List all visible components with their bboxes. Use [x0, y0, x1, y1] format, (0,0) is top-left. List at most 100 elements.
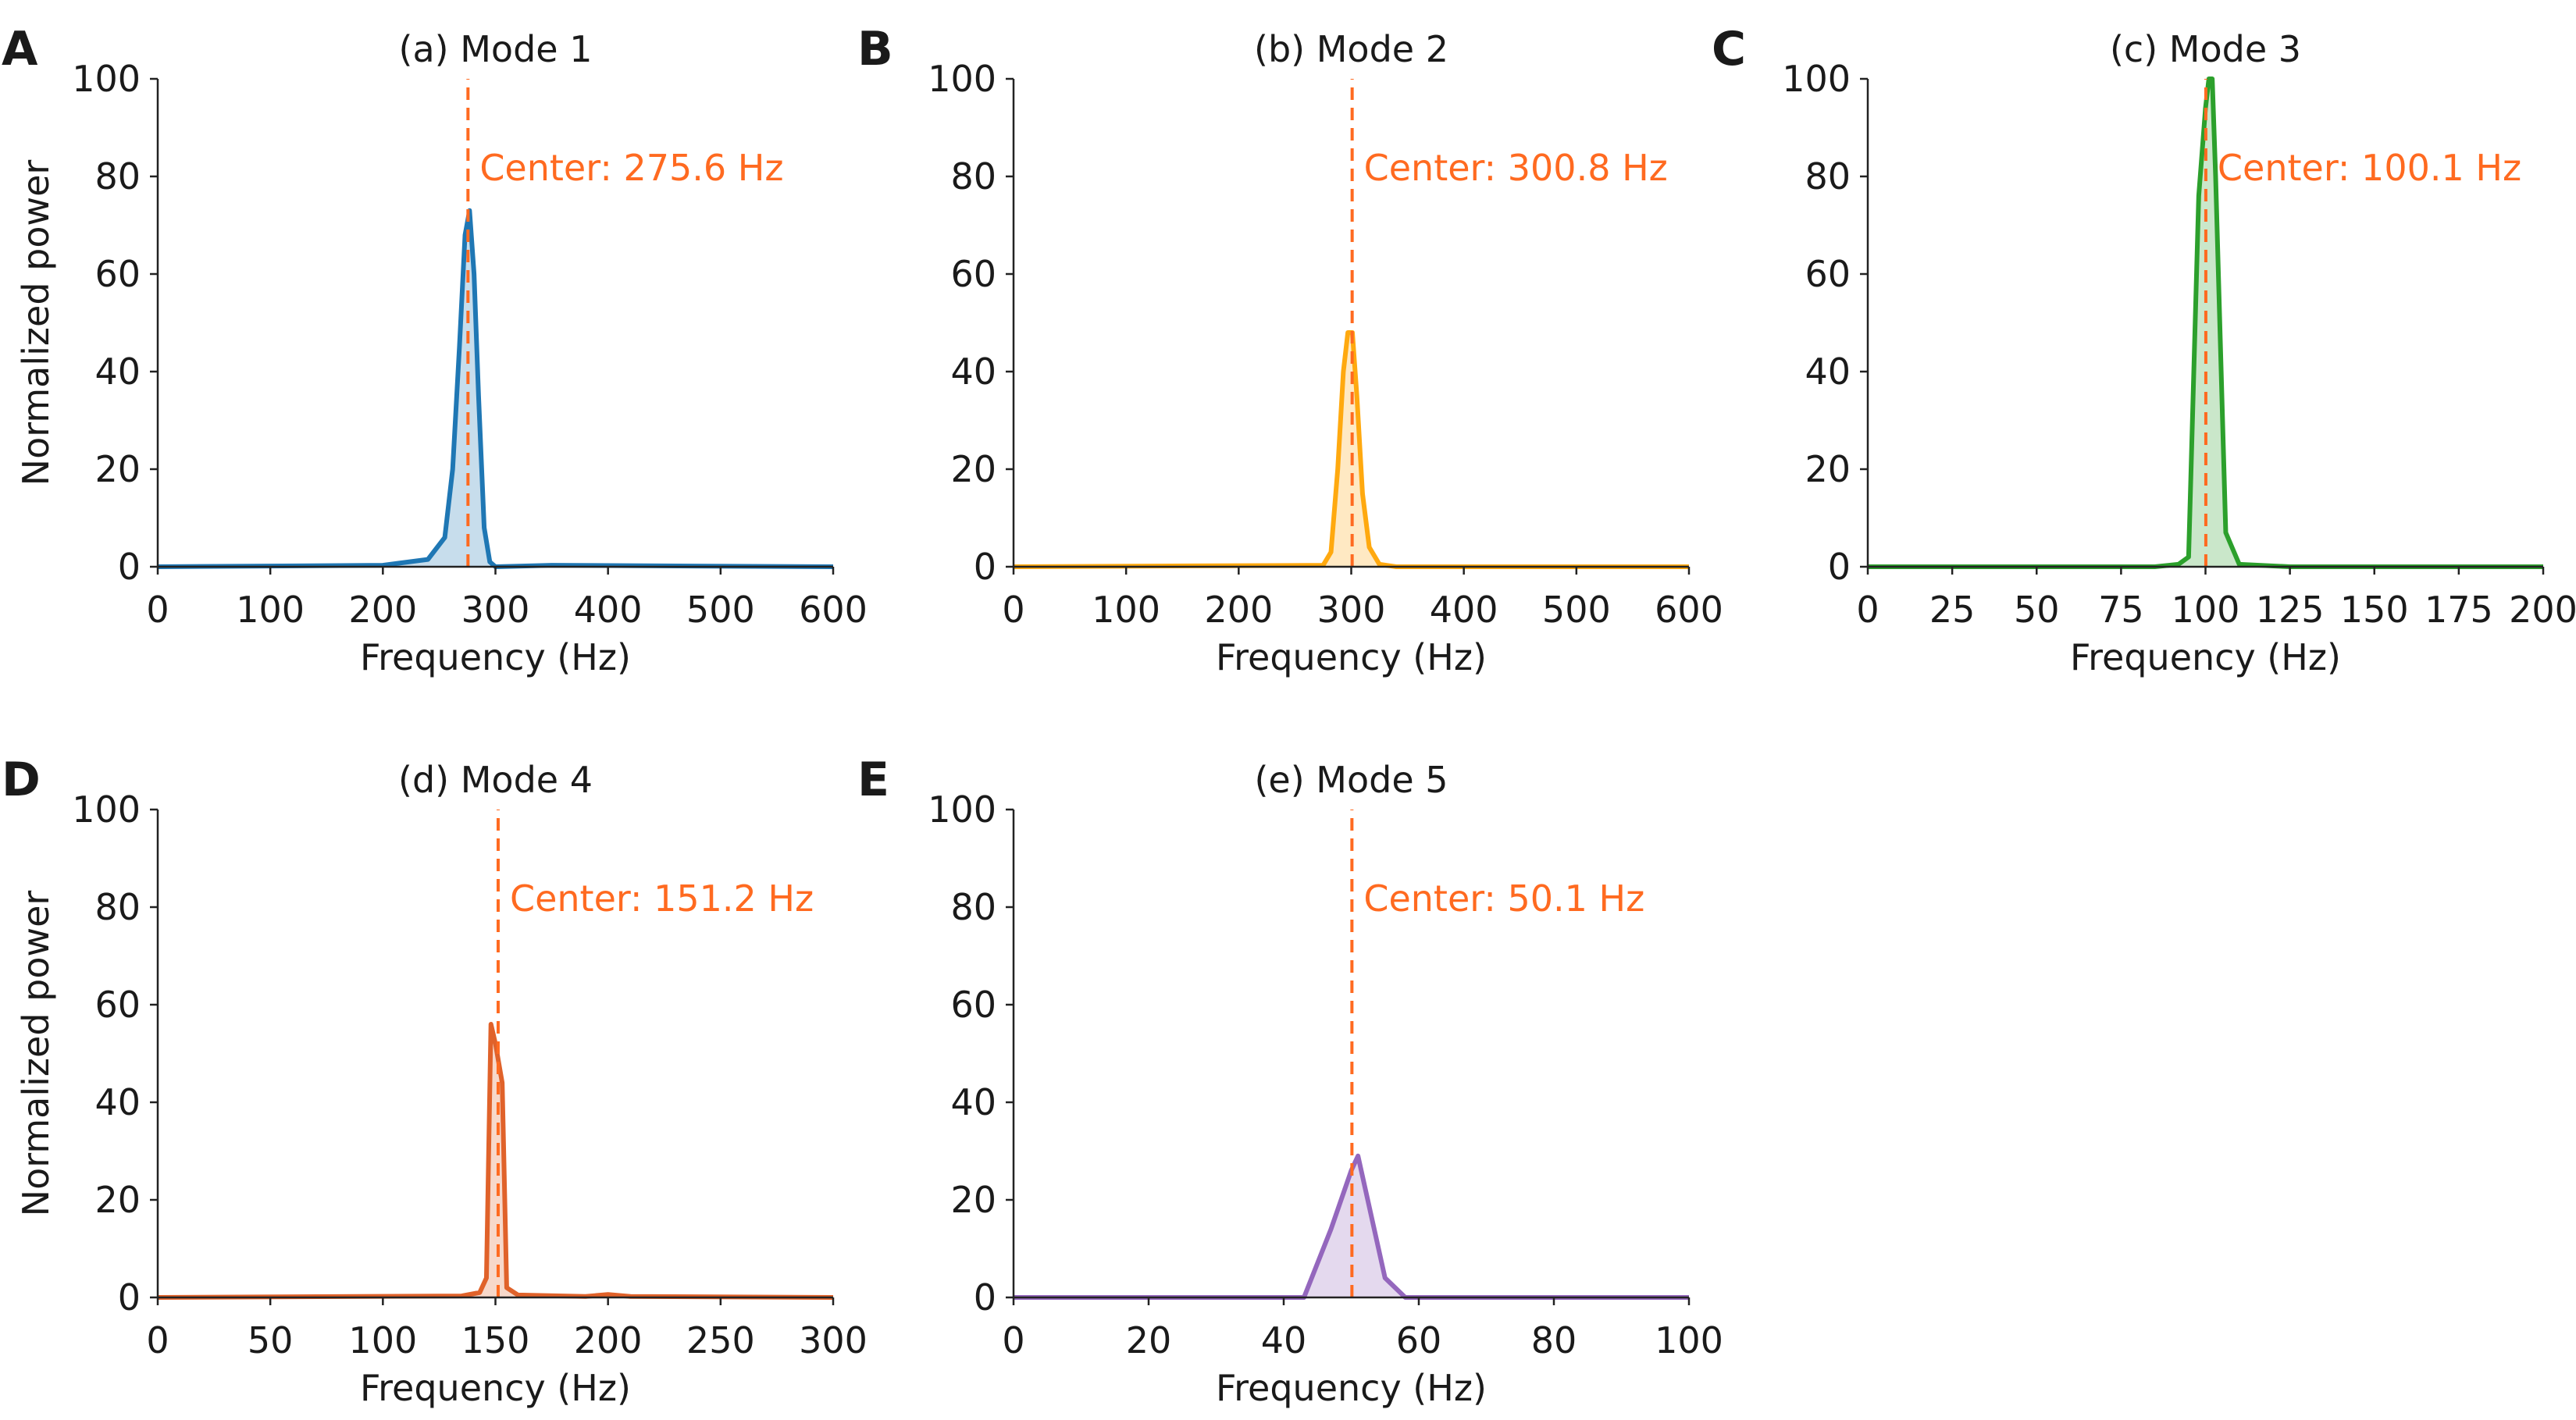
panel-e: E (e) Mode 5 Center: 50.1 Hz 0 20 40 60 80 100 0 2… [857, 753, 1723, 1409]
y-tick-label: 60 [950, 253, 996, 295]
power-line [157, 1022, 834, 1300]
x-axis-label: Frequency (Hz) [360, 1367, 631, 1409]
x-tick-label: 175 [2425, 589, 2493, 631]
power-area [158, 210, 833, 567]
y-axis-label: Normalized power [15, 891, 57, 1217]
panel-letter: E [857, 753, 889, 807]
panel-title: (c) Mode 3 [2110, 28, 2301, 70]
x-tick-label: 100 [236, 589, 305, 631]
y-tick-label: 80 [950, 886, 996, 928]
y-tick-label: 80 [94, 155, 141, 198]
x-tick-label: 0 [1002, 589, 1024, 631]
y-tick-label: 100 [1782, 58, 1851, 100]
x-tick-label: 500 [1542, 589, 1611, 631]
y-tick-label: 100 [72, 788, 141, 831]
center-label: Center: 275.6 Hz [479, 147, 783, 189]
y-tick-label: 0 [974, 546, 996, 588]
y-axis-label: Normalized power [15, 160, 57, 486]
center-label: Center: 151.2 Hz [510, 877, 814, 920]
panel-letter: B [857, 22, 893, 77]
panel-c: C (c) Mode 3 Center: 100.1 Hz 0 25 50 75 100 125… [1712, 22, 2576, 678]
x-tick-label: 500 [686, 589, 755, 631]
center-label: Center: 300.8 Hz [1364, 147, 1668, 189]
power-area [158, 1024, 833, 1297]
y-tick-label: 40 [950, 351, 996, 393]
x-tick-label: 50 [248, 1319, 294, 1361]
x-tick-label: 150 [461, 1319, 530, 1361]
panel-title: (e) Mode 5 [1254, 759, 1448, 801]
center-label: Center: 100.1 Hz [2218, 147, 2521, 189]
x-tick-label: 50 [2014, 589, 2060, 631]
y-tick-label: 80 [94, 886, 141, 928]
panel-title: (a) Mode 1 [399, 28, 593, 70]
y-tick-label: 80 [950, 155, 996, 198]
x-tick-label: 300 [799, 1319, 868, 1361]
x-tick-label: 250 [686, 1319, 755, 1361]
x-tick-label: 80 [1531, 1319, 1577, 1361]
y-tick-label: 60 [1805, 253, 1851, 295]
x-tick-label: 100 [348, 1319, 417, 1361]
y-tick-label: 20 [94, 1179, 141, 1221]
x-axis-label: Frequency (Hz) [1216, 1367, 1487, 1409]
y-tick-label: 100 [928, 788, 996, 831]
y-tick-label: 20 [950, 448, 996, 490]
x-tick-label: 100 [2172, 589, 2240, 631]
x-tick-label: 75 [2098, 589, 2144, 631]
x-tick-label: 200 [348, 589, 417, 631]
y-tick-label: 0 [118, 546, 141, 588]
x-tick-label: 20 [1126, 1319, 1172, 1361]
power-line [1014, 1153, 1689, 1300]
x-tick-label: 0 [146, 1319, 169, 1361]
x-tick-label: 100 [1092, 589, 1160, 631]
panel-letter: A [2, 22, 38, 77]
x-tick-label: 200 [1204, 589, 1273, 631]
panel-letter: D [2, 753, 41, 807]
power-line [1868, 77, 2543, 569]
panel-letter: C [1712, 22, 1746, 77]
x-tick-label: 300 [461, 589, 530, 631]
x-tick-label: 600 [799, 589, 868, 631]
x-tick-label: 0 [1002, 1319, 1024, 1361]
x-tick-label: 200 [574, 1319, 643, 1361]
x-tick-label: 400 [1430, 589, 1498, 631]
x-tick-label: 600 [1655, 589, 1723, 631]
x-axis-label: Frequency (Hz) [2070, 636, 2341, 678]
panel-title: (b) Mode 2 [1254, 28, 1448, 70]
y-tick-label: 20 [94, 448, 141, 490]
y-tick-label: 40 [94, 351, 141, 393]
x-tick-label: 400 [574, 589, 643, 631]
y-tick-label: 0 [974, 1276, 996, 1319]
y-tick-label: 40 [950, 1081, 996, 1123]
power-line [157, 208, 834, 569]
y-tick-label: 60 [950, 984, 996, 1026]
x-tick-label: 100 [1655, 1319, 1723, 1361]
y-tick-label: 60 [94, 253, 141, 295]
y-tick-label: 0 [1828, 546, 1851, 588]
x-tick-label: 60 [1396, 1319, 1442, 1361]
x-tick-label: 25 [1929, 589, 1976, 631]
x-axis-label: Frequency (Hz) [360, 636, 631, 678]
x-tick-label: 300 [1317, 589, 1386, 631]
y-tick-label: 0 [118, 1276, 141, 1319]
center-label: Center: 50.1 Hz [1363, 877, 1644, 920]
x-tick-label: 0 [1856, 589, 1879, 631]
y-tick-label: 100 [928, 58, 996, 100]
x-tick-label: 0 [146, 589, 169, 631]
y-tick-label: 80 [1805, 155, 1851, 198]
y-tick-label: 40 [94, 1081, 141, 1123]
y-tick-label: 40 [1805, 351, 1851, 393]
x-axis-label: Frequency (Hz) [1216, 636, 1487, 678]
panel-title: (d) Mode 4 [398, 759, 593, 801]
y-tick-label: 20 [950, 1179, 996, 1221]
x-tick-label: 125 [2256, 589, 2325, 631]
x-tick-label: 40 [1261, 1319, 1307, 1361]
x-tick-label: 150 [2340, 589, 2409, 631]
y-tick-label: 100 [72, 58, 141, 100]
power-area [1014, 333, 1689, 567]
y-tick-label: 60 [94, 984, 141, 1026]
x-tick-label: 200 [2509, 589, 2576, 631]
